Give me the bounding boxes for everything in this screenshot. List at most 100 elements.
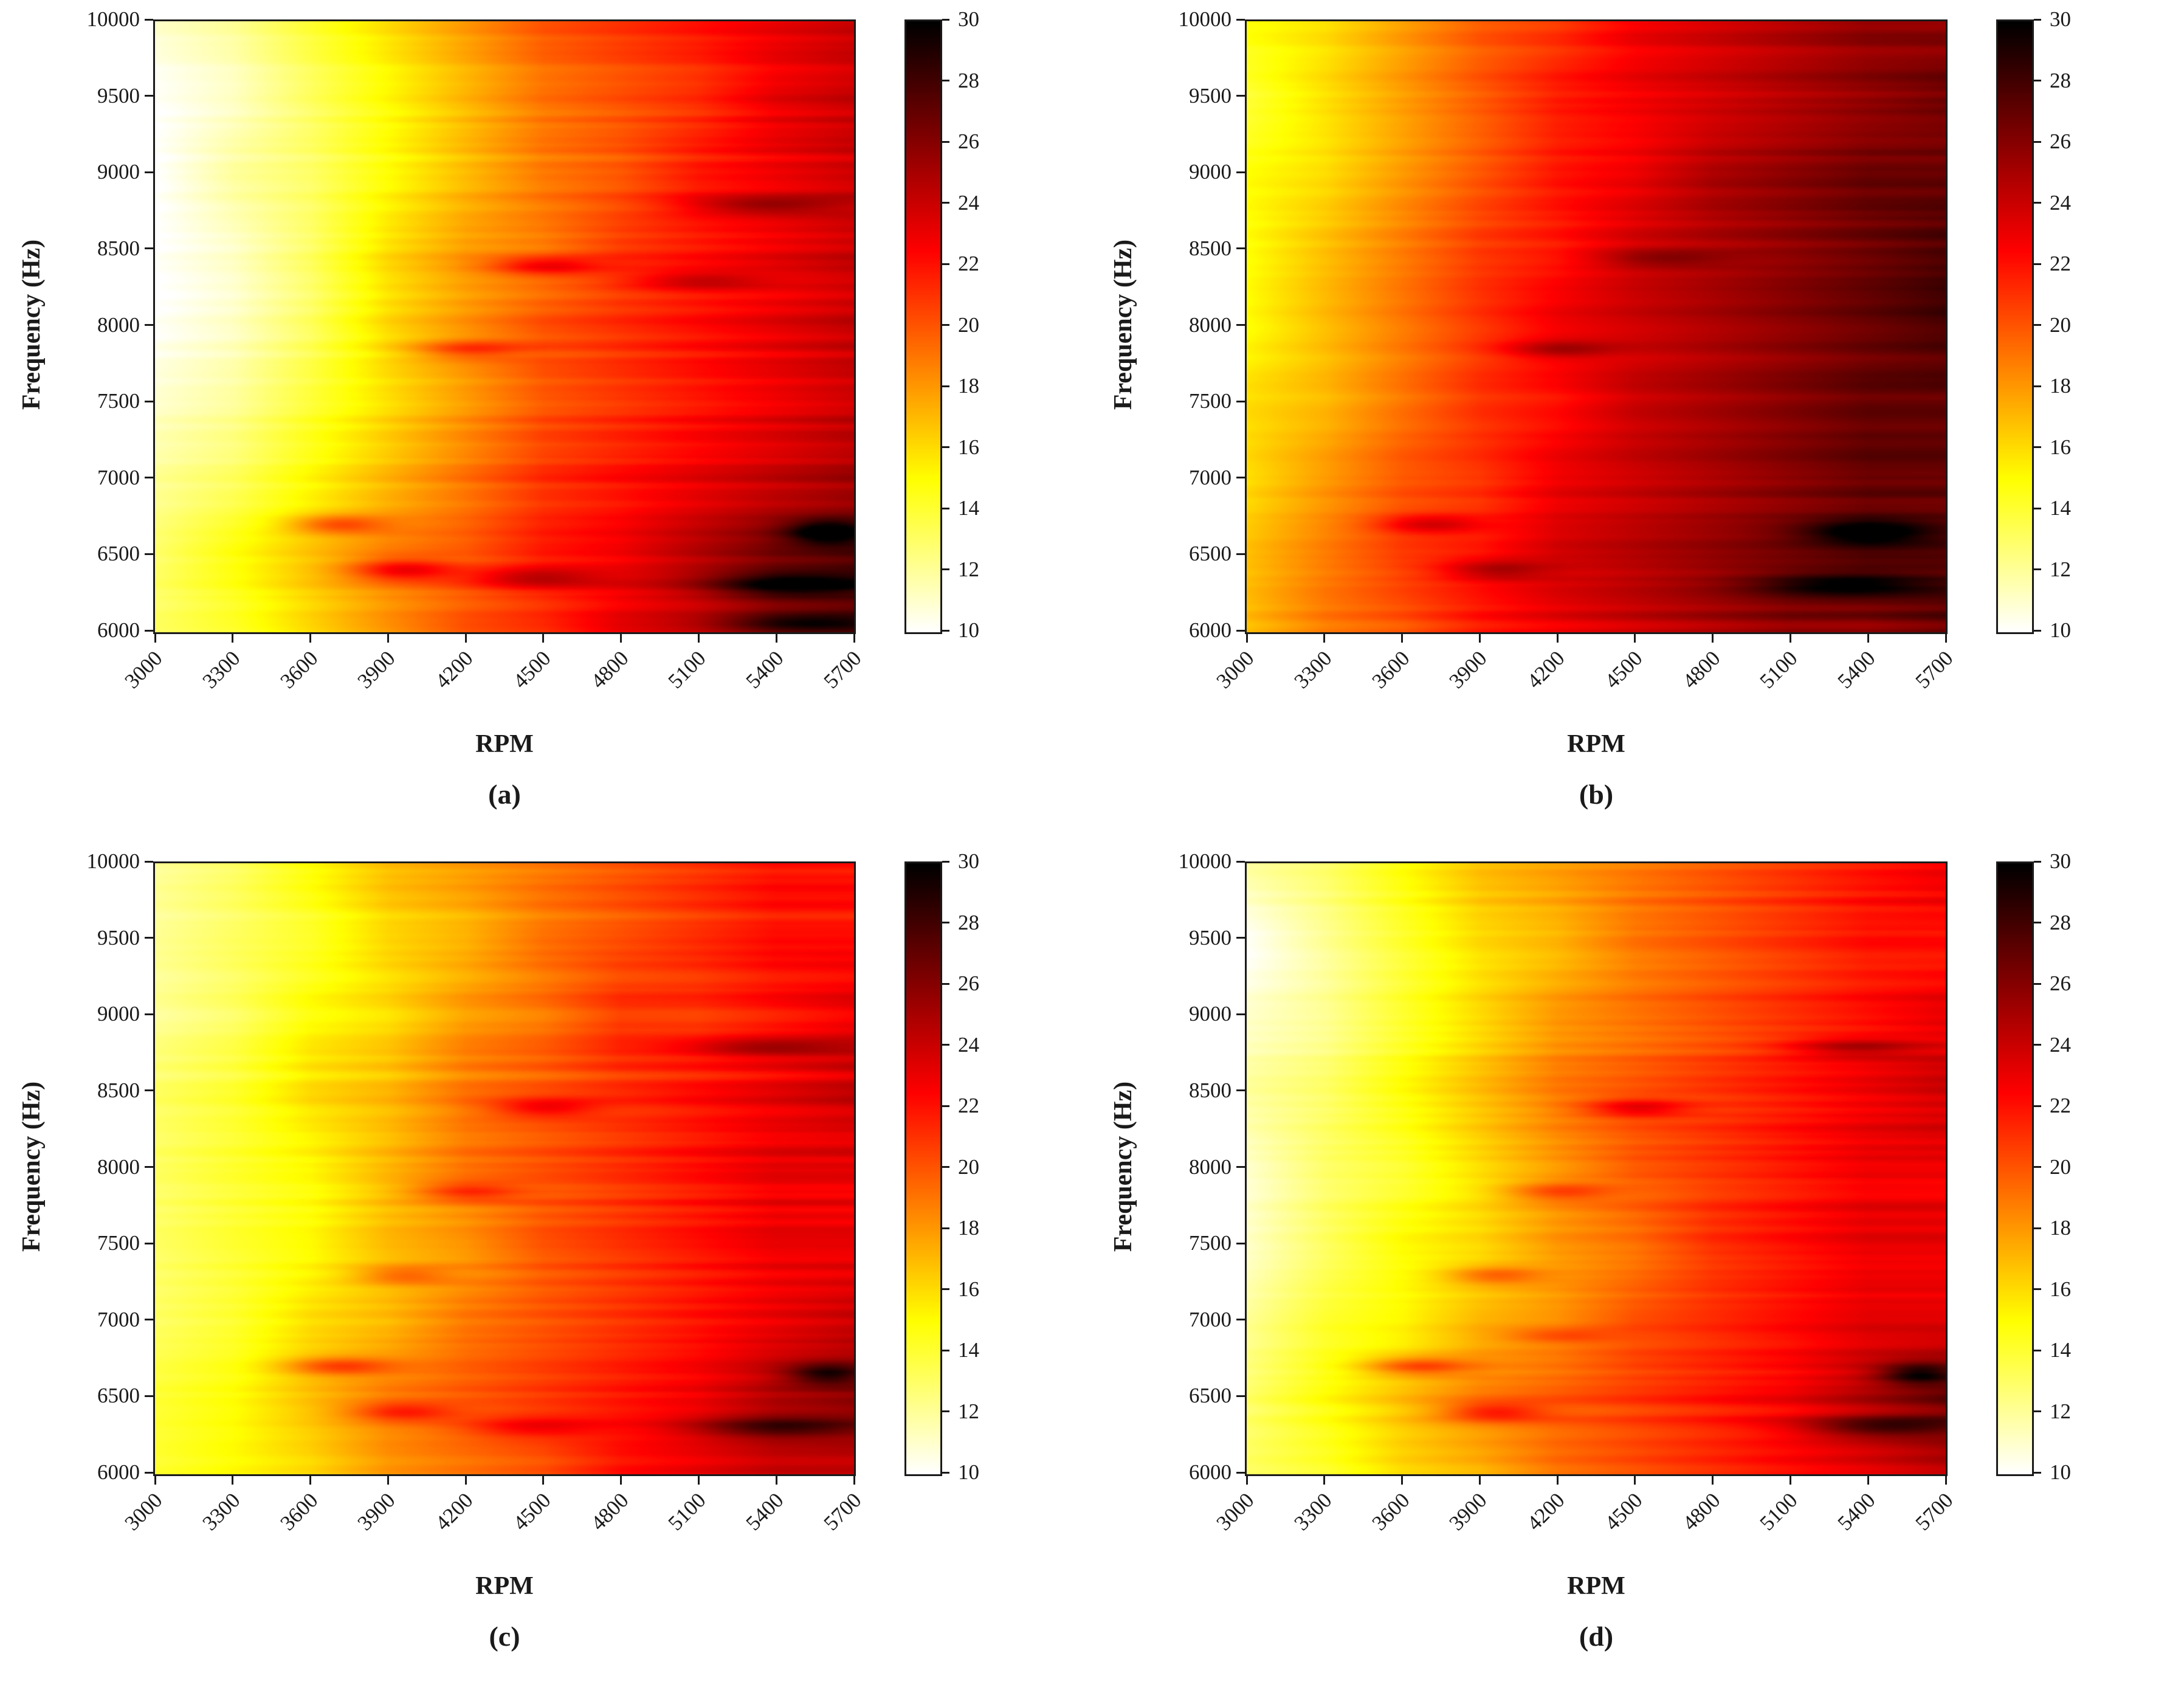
y-tick-mark <box>145 324 153 326</box>
colorbar-tick-mark <box>942 982 949 985</box>
y-tick-mark <box>1236 553 1245 555</box>
x-axis-label: RPM <box>1567 1572 1625 1600</box>
x-tick-label: 5100 <box>663 646 711 694</box>
colorbar-tick-label: 28 <box>958 68 979 92</box>
x-tick-label: 3600 <box>275 1488 323 1536</box>
x-tick-label: 3900 <box>353 1488 400 1536</box>
y-tick-mark <box>145 553 153 555</box>
x-tick-label: 3900 <box>1444 1488 1492 1536</box>
heatmap-canvas <box>1247 21 1946 632</box>
colorbar-tick-mark <box>942 1105 949 1107</box>
x-axis-label: RPM <box>475 1572 534 1600</box>
y-tick-mark <box>145 1242 153 1244</box>
colorbar-canvas <box>906 21 940 632</box>
y-tick-label: 9000 <box>97 160 140 184</box>
colorbar-tick-mark <box>942 18 949 21</box>
x-tick-label: 4200 <box>430 1488 478 1536</box>
colorbar-canvas <box>1998 863 2032 1474</box>
colorbar-tick-mark <box>2034 1410 2041 1412</box>
y-tick-label: 6000 <box>97 618 140 642</box>
y-tick-mark <box>145 860 153 863</box>
x-tick-mark <box>1401 634 1404 643</box>
y-tick-label: 10000 <box>1178 7 1232 31</box>
x-tick-mark <box>232 1476 234 1485</box>
colorbar-tick-mark <box>942 140 949 143</box>
colorbar-tick-mark <box>2034 1105 2041 1107</box>
x-tick-mark <box>542 1476 545 1485</box>
y-tick-mark <box>1236 18 1245 21</box>
x-tick-label: 4500 <box>1600 1488 1647 1536</box>
colorbar-tick-label: 10 <box>958 1460 979 1484</box>
x-tick-mark <box>1945 634 1947 643</box>
colorbar-tick-label: 14 <box>958 1338 979 1362</box>
heatmap-panel-a: Frequency (Hz) RPM (a) 6000 6500 7000 7500 8… <box>0 0 1092 842</box>
colorbar-tick-mark <box>2034 446 2041 448</box>
colorbar-tick-label: 16 <box>958 435 979 459</box>
x-tick-mark <box>1634 634 1636 643</box>
colorbar-tick-label: 22 <box>2050 1094 2071 1117</box>
y-tick-mark <box>1236 1166 1245 1168</box>
y-tick-label: 6500 <box>97 542 140 566</box>
colorbar-tick-mark <box>2034 860 2041 863</box>
y-tick-mark <box>1236 95 1245 97</box>
colorbar-tick-label: 16 <box>958 1277 979 1301</box>
x-tick-label: 3300 <box>1289 1488 1337 1536</box>
colorbar-tick-label: 26 <box>958 129 979 153</box>
colorbar-tick-label: 18 <box>2050 1216 2071 1240</box>
x-tick-mark <box>697 634 700 643</box>
y-tick-mark <box>145 1395 153 1397</box>
x-tick-mark <box>1401 1476 1404 1485</box>
colorbar <box>1996 861 2034 1476</box>
x-tick-mark <box>1323 634 1326 643</box>
y-tick-mark <box>145 18 153 21</box>
y-tick-mark <box>145 937 153 939</box>
x-tick-mark <box>1712 1476 1714 1485</box>
x-tick-mark <box>853 634 855 643</box>
x-tick-mark <box>775 634 777 643</box>
x-tick-label: 4500 <box>1600 646 1647 694</box>
y-tick-mark <box>145 1013 153 1015</box>
y-tick-label: 7500 <box>97 1231 140 1255</box>
y-tick-label: 8500 <box>1189 236 1232 260</box>
y-tick-label: 6500 <box>97 1384 140 1408</box>
colorbar-tick-mark <box>942 263 949 265</box>
x-tick-mark <box>1245 1476 1248 1485</box>
y-tick-label: 9000 <box>1189 160 1232 184</box>
x-tick-label: 5400 <box>741 646 788 694</box>
colorbar-tick-label: 24 <box>2050 190 2071 215</box>
colorbar-tick-mark <box>2034 202 2041 204</box>
colorbar-tick-mark <box>2034 1227 2041 1229</box>
colorbar-tick-label: 30 <box>2050 849 2071 873</box>
colorbar-tick-mark <box>2034 1166 2041 1168</box>
colorbar-tick-label: 30 <box>958 7 979 31</box>
x-tick-label: 3600 <box>1367 1488 1414 1536</box>
y-tick-label: 8500 <box>97 236 140 260</box>
colorbar-tick-label: 22 <box>958 1094 979 1117</box>
colorbar-tick-label: 14 <box>958 496 979 520</box>
heatmap-panel-c: Frequency (Hz) RPM (c) 6000 6500 7000 7500 8… <box>0 842 1092 1684</box>
x-tick-label: 3300 <box>198 1488 245 1536</box>
y-tick-label: 9500 <box>97 925 140 950</box>
y-tick-label: 8000 <box>1189 312 1232 337</box>
colorbar-tick-label: 24 <box>958 1032 979 1057</box>
x-tick-label: 3900 <box>353 646 400 694</box>
y-tick-mark <box>1236 171 1245 173</box>
x-tick-label: 4500 <box>508 1488 556 1536</box>
y-tick-label: 7500 <box>1189 389 1232 413</box>
x-tick-label: 4800 <box>1678 1488 1725 1536</box>
x-tick-label: 5700 <box>1910 646 1958 694</box>
panel-caption: (a) <box>488 779 521 810</box>
y-tick-mark <box>1236 1471 1245 1474</box>
y-tick-mark <box>1236 324 1245 326</box>
colorbar-tick-label: 18 <box>958 374 979 398</box>
x-tick-mark <box>232 634 234 643</box>
y-tick-mark <box>145 477 153 479</box>
x-tick-label: 3000 <box>120 646 167 694</box>
y-tick-mark <box>145 1319 153 1321</box>
x-tick-mark <box>154 1476 156 1485</box>
x-axis-label: RPM <box>1567 730 1625 758</box>
x-tick-mark <box>1945 1476 1947 1485</box>
y-tick-label: 8000 <box>97 312 140 337</box>
x-tick-mark <box>464 634 467 643</box>
colorbar-tick-label: 10 <box>958 618 979 642</box>
